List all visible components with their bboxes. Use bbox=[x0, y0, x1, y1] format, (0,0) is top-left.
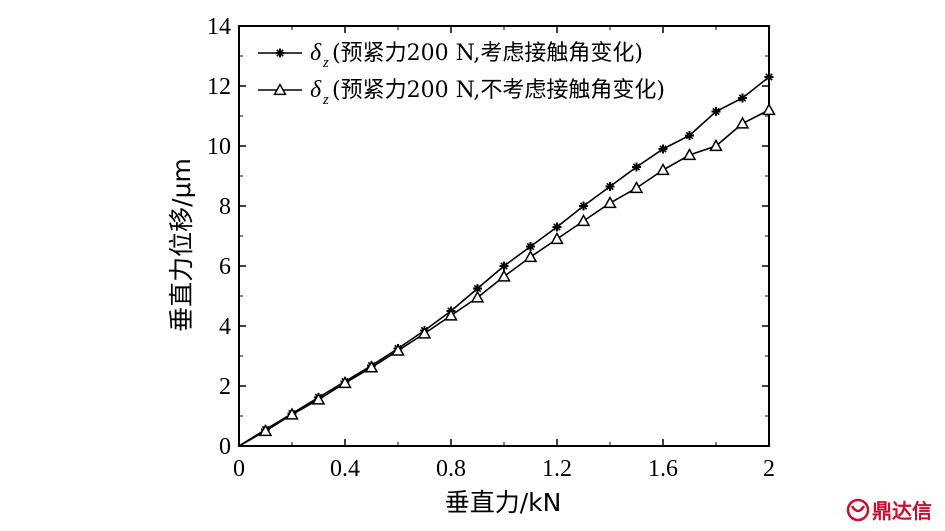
triangle-marker bbox=[656, 162, 670, 176]
y-tick-label: 10 bbox=[207, 134, 231, 160]
star-marker bbox=[473, 284, 482, 293]
series-layer bbox=[238, 72, 776, 447]
y-tick-label: 12 bbox=[207, 74, 231, 100]
star-marker-stroke bbox=[712, 107, 720, 116]
y-tick-label: 6 bbox=[219, 254, 231, 280]
triangle-marker bbox=[417, 326, 432, 339]
x-tick-label: 2 bbox=[763, 456, 775, 482]
star-marker bbox=[711, 107, 721, 116]
star-marker bbox=[526, 242, 535, 251]
star-marker bbox=[738, 93, 747, 103]
legend-subscript: z bbox=[322, 92, 329, 108]
triangle-marker bbox=[391, 343, 405, 356]
triangle-marker bbox=[682, 147, 697, 161]
star-marker bbox=[499, 261, 509, 271]
star-marker bbox=[275, 48, 285, 58]
y-tick-label: 0 bbox=[219, 434, 231, 460]
star-marker-stroke bbox=[765, 73, 773, 81]
star-marker bbox=[605, 182, 615, 191]
star-marker-stroke bbox=[685, 131, 694, 140]
legend-symbol: δ bbox=[310, 77, 322, 103]
watermark-logo-mark bbox=[850, 505, 866, 513]
star-marker-stroke bbox=[738, 94, 747, 102]
x-tick-label: 0.4 bbox=[330, 456, 360, 482]
watermark: 鼎达信 bbox=[846, 498, 932, 523]
triangle-marker bbox=[709, 138, 723, 152]
star-marker bbox=[764, 72, 774, 82]
triangle-marker bbox=[273, 82, 287, 96]
watermark-logo-icon bbox=[846, 498, 870, 522]
legend-label: (预紧力200 N,不考虑接触角变化) bbox=[332, 78, 665, 103]
star-marker bbox=[552, 222, 562, 232]
triangle-marker bbox=[735, 116, 750, 129]
watermark-text: 鼎达信 bbox=[872, 499, 932, 523]
triangle-marker bbox=[576, 213, 591, 227]
triangle-marker bbox=[497, 269, 511, 282]
star-marker-stroke bbox=[526, 242, 535, 251]
triangle-marker bbox=[444, 308, 458, 321]
star-marker bbox=[658, 144, 668, 154]
x-tick-label: 0.8 bbox=[436, 456, 466, 482]
star-marker bbox=[632, 162, 641, 172]
legend: δ z (预紧力200 N,考虑接触角变化)δ z (预紧力200 N,不考虑接触角变化… bbox=[258, 40, 665, 108]
star-marker-stroke bbox=[659, 145, 667, 153]
triangle-marker bbox=[285, 407, 299, 420]
triangle-marker bbox=[311, 392, 326, 405]
x-axis-title: 垂直力/kN bbox=[445, 488, 562, 517]
x-tick-label: 1.2 bbox=[542, 456, 572, 482]
y-tick-label: 14 bbox=[207, 14, 231, 40]
star-marker bbox=[685, 131, 694, 140]
legend-item-1: δ z (预紧力200 N,考虑接触角变化) bbox=[258, 40, 643, 71]
triangle-marker bbox=[258, 423, 273, 437]
star-marker bbox=[579, 201, 588, 211]
star-marker-stroke bbox=[606, 182, 614, 191]
x-axis-ticks: 0 0.4 0.8 1.2 1.6 2 bbox=[233, 26, 775, 482]
triangle-marker bbox=[762, 102, 776, 116]
triangle-marker bbox=[550, 231, 564, 245]
triangle-marker bbox=[629, 180, 644, 194]
triangle-marker bbox=[338, 375, 352, 389]
series-1 bbox=[238, 72, 774, 447]
triangle-marker bbox=[470, 290, 485, 303]
x-tick-label: 1.6 bbox=[648, 456, 678, 482]
star-marker-stroke bbox=[276, 49, 284, 57]
y-axis-ticks: 0 2 4 6 8 10 12 14 bbox=[207, 14, 769, 460]
legend-item-2: δ z (预紧力200 N,不考虑接触角变化) bbox=[258, 77, 665, 108]
series-2 bbox=[238, 102, 776, 447]
star-marker-stroke bbox=[579, 202, 588, 210]
y-axis-title: 垂直力位移/μm bbox=[167, 158, 196, 332]
y-tick-label: 4 bbox=[219, 314, 231, 340]
star-marker-stroke bbox=[553, 223, 561, 231]
triangle-marker bbox=[603, 195, 617, 209]
y-tick-label: 8 bbox=[219, 194, 231, 220]
triangle-marker bbox=[364, 360, 379, 373]
x-tick-label: 0 bbox=[233, 456, 245, 482]
star-marker-stroke bbox=[632, 163, 641, 171]
star-marker-stroke bbox=[500, 262, 508, 270]
legend-label: (预紧力200 N,考虑接触角变化) bbox=[332, 41, 643, 66]
y-tick-label: 2 bbox=[219, 374, 231, 400]
legend-symbol: δ bbox=[310, 40, 322, 66]
legend-subscript: z bbox=[322, 55, 329, 71]
triangle-marker bbox=[523, 249, 538, 263]
star-marker-stroke bbox=[473, 284, 482, 293]
